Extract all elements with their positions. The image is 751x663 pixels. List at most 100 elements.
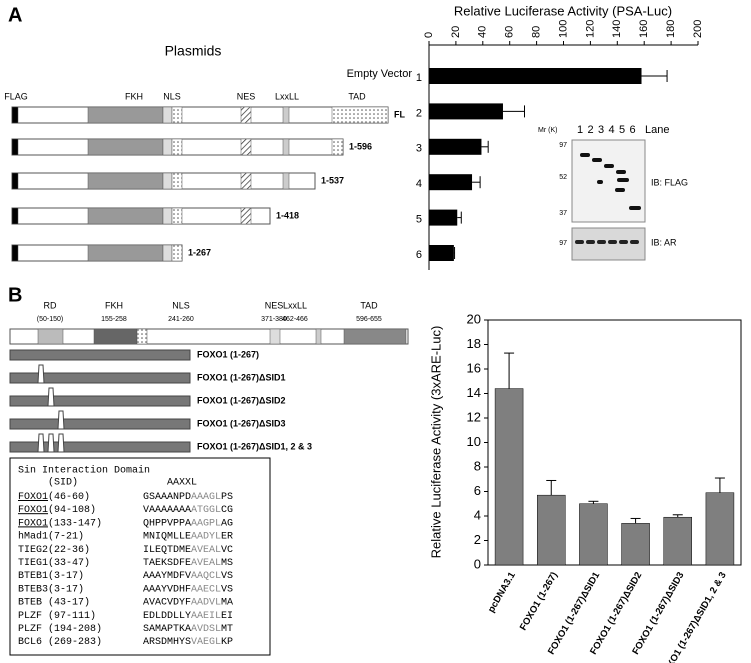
bar bbox=[429, 68, 642, 84]
sid-seq: EI bbox=[221, 610, 233, 621]
y-tick-label: 12 bbox=[467, 409, 481, 424]
sid-gene: BCL6 bbox=[18, 637, 42, 648]
sid-range: (194-208) bbox=[42, 623, 102, 635]
y-tick-label: 3 bbox=[416, 143, 422, 155]
sid-seq: AVACVDYF bbox=[143, 597, 191, 608]
sid-name: FOXO1(133-147) bbox=[18, 517, 102, 529]
domain-label: NES bbox=[265, 300, 284, 310]
domain-box bbox=[171, 244, 183, 262]
sid-range: (3-17) bbox=[48, 570, 84, 582]
y-tick-label: 16 bbox=[467, 360, 481, 375]
bar bbox=[429, 245, 454, 261]
sid-subtitle: (SID) bbox=[48, 477, 78, 489]
bar bbox=[621, 523, 650, 566]
construct-label: FOXO1 (1-267)ΔSID3 bbox=[197, 418, 286, 428]
domain-range: 596-655 bbox=[356, 316, 382, 323]
domain-label: LxxLL bbox=[275, 91, 299, 101]
domain-box bbox=[171, 138, 183, 156]
lane-number: 1 bbox=[577, 124, 583, 136]
domain-box bbox=[331, 138, 344, 156]
domain-box bbox=[162, 138, 173, 156]
deletion-notch bbox=[57, 433, 65, 453]
lane-number: 4 bbox=[608, 124, 614, 136]
x-tick-label: 100 bbox=[557, 20, 569, 38]
construct-label: 1-537 bbox=[321, 175, 344, 185]
bar bbox=[429, 174, 473, 191]
sid-sequence: EDLDDLLYAAEILEI bbox=[143, 610, 233, 621]
sid-seq: AG bbox=[221, 518, 233, 529]
sid-name: BTEB (43-17) bbox=[18, 596, 90, 608]
sid-seq: CG bbox=[221, 505, 233, 516]
bar bbox=[579, 503, 608, 566]
domain-box bbox=[240, 172, 252, 190]
sid-seq: GSAAANPD bbox=[143, 492, 191, 503]
sid-seq: AAAYVDHF bbox=[143, 584, 191, 595]
blot-band bbox=[616, 170, 626, 174]
y-tick-label: 8 bbox=[474, 458, 481, 473]
domain-box bbox=[87, 106, 164, 124]
sid-sequence: ILEQTDMEAVEALVC bbox=[143, 544, 233, 555]
sid-seq: VAAAAAAA bbox=[143, 505, 191, 516]
y-tick-label: 1 bbox=[416, 72, 422, 84]
domain-box bbox=[87, 244, 164, 262]
sid-seq: ARSDMHYS bbox=[143, 637, 191, 648]
sid-sequence: QHPPVPPAAAGPLAG bbox=[143, 518, 233, 529]
sid-sequence: GSAAANPDAAAGLPS bbox=[143, 492, 233, 503]
construct-bar bbox=[9, 418, 191, 430]
sid-name: BTEB3(3-17) bbox=[18, 583, 84, 595]
blot-band bbox=[592, 158, 602, 162]
y-tick-label: 4 bbox=[416, 178, 422, 190]
sid-seq: VS bbox=[221, 571, 233, 582]
lane-number: 3 bbox=[598, 124, 604, 136]
sid-range: (133-147) bbox=[48, 517, 102, 529]
y-tick-label: 0 bbox=[474, 556, 481, 571]
x-tick-label: 40 bbox=[477, 26, 489, 38]
sid-name: TIEG1(33-47) bbox=[18, 557, 90, 569]
y-tick-label: 14 bbox=[467, 385, 481, 400]
sid-name: PLZF (194-208) bbox=[18, 623, 102, 635]
domain-box bbox=[282, 138, 290, 156]
x-tick-label: 120 bbox=[584, 20, 596, 38]
domain-label: FLAG bbox=[4, 91, 28, 101]
domain-box bbox=[136, 328, 148, 345]
sid-gene: TIEG1 bbox=[18, 558, 48, 569]
mw-marker: 52 bbox=[559, 174, 567, 181]
lane-number: 5 bbox=[619, 124, 625, 136]
construct-label: FOXO1 (1-267) bbox=[197, 349, 259, 359]
lane-label: Lane bbox=[645, 124, 669, 136]
sid-range: (46-60) bbox=[48, 491, 90, 503]
x-tick-label: 180 bbox=[665, 20, 677, 38]
sid-range: (22-36) bbox=[48, 543, 90, 555]
y-tick-label: 4 bbox=[474, 507, 481, 522]
domain-label: NLS bbox=[172, 300, 190, 310]
domain-box bbox=[171, 207, 183, 225]
y-tick-label: 6 bbox=[416, 249, 422, 261]
sid-seq-motif: ATGGL bbox=[191, 505, 221, 516]
domain-label: FKH bbox=[105, 300, 123, 310]
sid-motif: AAXXL bbox=[167, 478, 197, 489]
blot-band bbox=[597, 240, 606, 244]
blot-band bbox=[586, 240, 595, 244]
sid-gene: BTEB3 bbox=[18, 584, 48, 595]
y-tick-label: 2 bbox=[416, 107, 422, 119]
blot-band bbox=[608, 240, 617, 244]
sid-name: FOXO1(46-60) bbox=[18, 491, 90, 503]
domain-label: LxxLL bbox=[283, 300, 307, 310]
sid-seq-motif: AVEAL bbox=[191, 558, 221, 569]
domain-box bbox=[240, 138, 252, 156]
domain-box bbox=[171, 172, 183, 190]
construct-label: 1-267 bbox=[188, 247, 211, 257]
sid-box bbox=[9, 457, 271, 656]
x-tick-label: 140 bbox=[611, 20, 623, 38]
bar bbox=[429, 209, 458, 226]
x-tick-label: 60 bbox=[504, 26, 516, 38]
mr-label: Mr (K) bbox=[538, 127, 557, 134]
sid-seq-motif: AADVL bbox=[191, 597, 221, 608]
bar bbox=[494, 388, 524, 566]
domain-box bbox=[37, 328, 64, 345]
antibody-label: IB: FLAG bbox=[651, 177, 688, 187]
y-tick-label: 10 bbox=[467, 434, 481, 449]
sid-seq: VS bbox=[221, 584, 233, 595]
sid-name: hMad1(7-21) bbox=[18, 530, 84, 542]
panel-label: A bbox=[8, 4, 22, 26]
